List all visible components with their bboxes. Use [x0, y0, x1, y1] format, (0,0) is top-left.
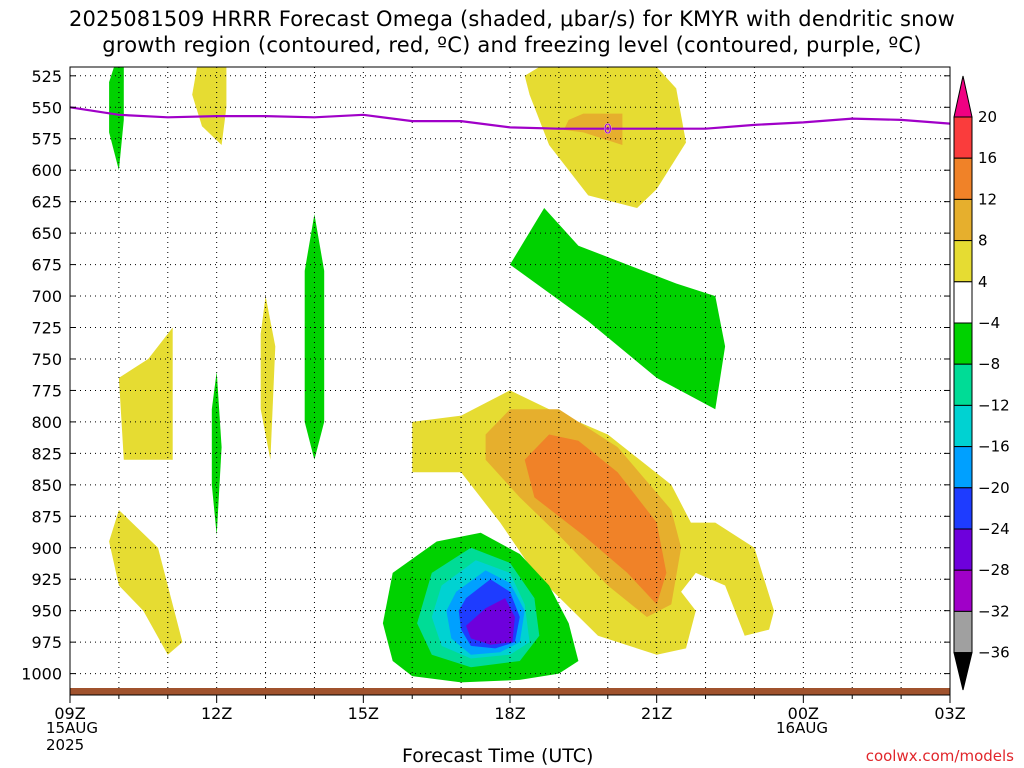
- x-axis: 09Z 12Z 15Z 18Z 21Z 00Z 03Z: [54, 695, 966, 723]
- colorbar-label--4: −4: [978, 314, 1000, 332]
- colorbar-swatch-10: [953, 487, 973, 530]
- y-tick-label-875: 875: [31, 507, 62, 526]
- omega-region-7: [118, 327, 173, 460]
- freezing-level-layer: 0: [69, 106, 951, 138]
- y-tick-label-550: 550: [31, 98, 62, 117]
- y-tick-label-925: 925: [31, 570, 62, 589]
- next-date-label: 16AUG: [776, 719, 828, 737]
- colorbar-label--12: −12: [978, 396, 1010, 414]
- omega-region-6: [211, 371, 222, 536]
- freezing-level-line: [69, 106, 951, 130]
- omega-region-8: [109, 510, 183, 655]
- colorbar-label-8: 8: [978, 232, 988, 250]
- credit-link[interactable]: coolwx.com/models: [865, 747, 1014, 765]
- grid: [70, 67, 950, 695]
- y-tick-label-750: 750: [31, 350, 62, 369]
- y-tick-label-525: 525: [31, 67, 62, 86]
- colorbar-label-12: 12: [978, 190, 997, 208]
- x-tick-label-03Z: 03Z: [934, 704, 965, 723]
- chart-title: 2025081509 HRRR Forecast Omega (shaded, …: [68, 7, 956, 57]
- omega-region-9: [510, 208, 726, 410]
- omega-region-18: [466, 598, 515, 645]
- colorbar-swatch-3: [953, 198, 973, 242]
- colorbar-swatch-5: [953, 281, 973, 324]
- colorbar-label-20: 20: [978, 108, 997, 126]
- colorbar-label--16: −16: [978, 438, 1010, 456]
- colorbar-label--8: −8: [978, 355, 1000, 373]
- colorbar-swatch-7: [953, 363, 973, 406]
- freezing-level-label: 0: [604, 123, 612, 138]
- x-tick-label-21Z: 21Z: [641, 704, 672, 723]
- y-tick-label-700: 700: [31, 287, 62, 306]
- colorbar-swatch-1: [953, 116, 973, 159]
- colorbar-swatch-4: [953, 240, 973, 283]
- y-axis: 525 550 575 600 625 650 675 700 725 750 775 800 825 8…: [21, 67, 950, 684]
- omega-region-3: [192, 67, 227, 145]
- y-tick-label-575: 575: [31, 130, 62, 149]
- omega-region-2: [109, 67, 124, 171]
- colorbar-label--36: −36: [978, 644, 1010, 662]
- x-tick-label-18Z: 18Z: [494, 704, 525, 723]
- colorbar-label--28: −28: [978, 561, 1010, 579]
- y-tick-label-950: 950: [31, 602, 62, 621]
- omega-shading: [109, 67, 774, 683]
- y-tick-label-775: 775: [31, 381, 62, 400]
- y-tick-label-825: 825: [31, 444, 62, 463]
- colorbar-swatch-8: [953, 404, 973, 448]
- colorbar-swatch-6: [953, 322, 973, 365]
- x-tick-label-09Z: 09Z: [54, 704, 85, 723]
- x-tick-label-12Z: 12Z: [201, 704, 232, 723]
- y-tick-label-1000: 1000: [21, 665, 62, 684]
- colorbar-swatch-9: [953, 446, 973, 489]
- omega-region-12: [524, 434, 667, 605]
- y-tick-label-800: 800: [31, 413, 62, 432]
- omega-region-5: [260, 296, 276, 460]
- y-tick-label-650: 650: [31, 224, 62, 243]
- colorbar-swatch-11: [953, 528, 973, 571]
- colorbar-label--32: −32: [978, 602, 1010, 620]
- omega-region-4: [304, 214, 325, 460]
- x-tick-label-15Z: 15Z: [348, 704, 379, 723]
- x-axis-title: Forecast Time (UTC): [402, 745, 594, 767]
- y-tick-label-975: 975: [31, 633, 62, 652]
- y-tick-label-725: 725: [31, 319, 62, 338]
- y-tick-label-850: 850: [31, 476, 62, 495]
- y-tick-label-675: 675: [31, 256, 62, 275]
- x-tick-label-00Z: 00Z: [788, 704, 819, 723]
- colorbar-label-16: 16: [978, 149, 997, 167]
- colorbar-label-4: 4: [978, 273, 988, 291]
- y-tick-label-900: 900: [31, 539, 62, 558]
- colorbar-label--24: −24: [978, 520, 1010, 538]
- y-tick-label-625: 625: [31, 193, 62, 212]
- colorbar-label--20: −20: [978, 479, 1010, 497]
- terrain-bar: [70, 688, 950, 695]
- colorbar-swatch-12: [953, 569, 973, 612]
- colorbar-arrow-bottom: [953, 652, 973, 691]
- start-date-label: 15AUG 2025: [46, 719, 98, 754]
- colorbar-swatch-2: [953, 157, 973, 200]
- y-tick-label-600: 600: [31, 161, 62, 180]
- colorbar: 20 16 12 8 4 −4 −8 −12 −16 −20 −24 −28 −32 −36: [953, 75, 1010, 691]
- colorbar-swatch-13: [953, 610, 973, 654]
- colorbar-arrow-top: [953, 75, 973, 118]
